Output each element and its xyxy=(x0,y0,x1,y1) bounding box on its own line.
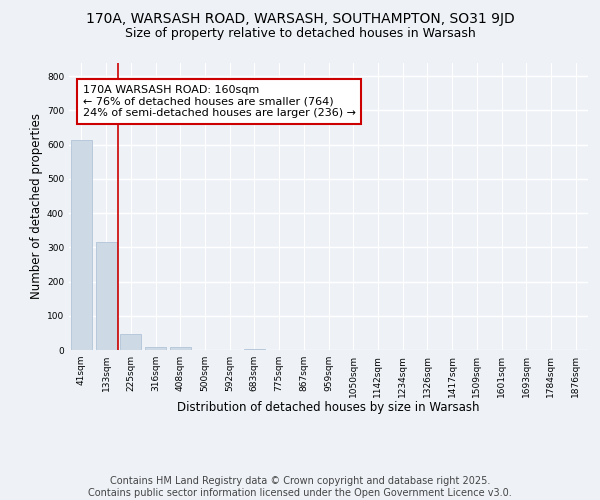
Text: 170A WARSASH ROAD: 160sqm
← 76% of detached houses are smaller (764)
24% of semi: 170A WARSASH ROAD: 160sqm ← 76% of detac… xyxy=(83,84,356,118)
Bar xyxy=(145,346,166,350)
Text: 170A, WARSASH ROAD, WARSASH, SOUTHAMPTON, SO31 9JD: 170A, WARSASH ROAD, WARSASH, SOUTHAMPTON… xyxy=(86,12,514,26)
Bar xyxy=(244,348,265,350)
X-axis label: Distribution of detached houses by size in Warsash: Distribution of detached houses by size … xyxy=(177,401,480,414)
Bar xyxy=(95,242,116,350)
Bar xyxy=(170,346,191,350)
Text: Size of property relative to detached houses in Warsash: Size of property relative to detached ho… xyxy=(125,28,475,40)
Y-axis label: Number of detached properties: Number of detached properties xyxy=(30,114,43,299)
Text: Contains HM Land Registry data © Crown copyright and database right 2025.
Contai: Contains HM Land Registry data © Crown c… xyxy=(88,476,512,498)
Bar xyxy=(71,140,92,350)
Bar xyxy=(120,334,141,350)
